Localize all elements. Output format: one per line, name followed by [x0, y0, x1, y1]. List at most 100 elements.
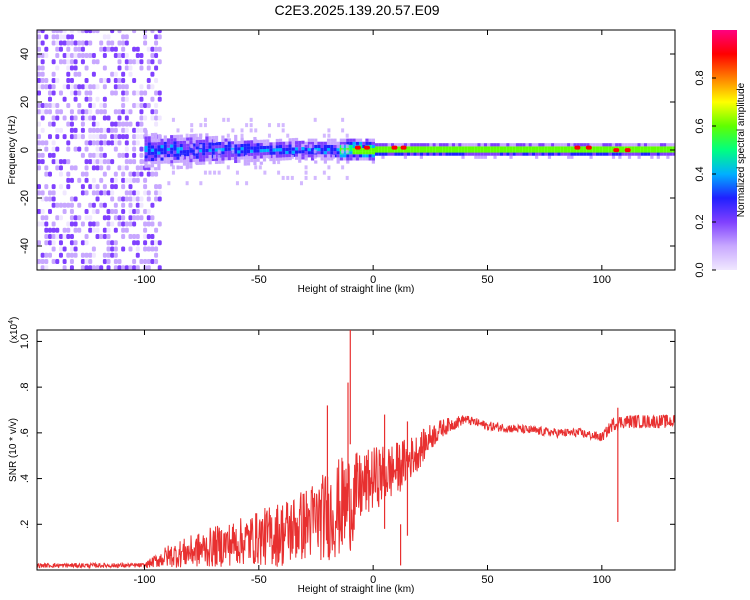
- spectrogram-cell: [362, 141, 366, 145]
- spectrogram-cell: [185, 181, 189, 186]
- spectrogram-cell: [301, 146, 305, 151]
- spectrogram-cell: [190, 154, 194, 159]
- spectrogram-cell: [205, 145, 209, 149]
- spectrogram-cell: [147, 154, 151, 159]
- spectrogram-cell: [202, 142, 206, 146]
- spectrogram-cell: [160, 141, 164, 146]
- spectrogram-cell: [246, 159, 251, 163]
- spectrogram-cell: [84, 109, 89, 115]
- spectrogram-cell: [69, 121, 74, 127]
- spectrogram-cell: [84, 177, 89, 183]
- spectrogram-cell: [154, 132, 158, 137]
- spectrogram-cell: [365, 141, 369, 145]
- spectrogram-cell: [326, 144, 331, 149]
- spectrogram-cell: [154, 252, 159, 258]
- spectrogram-cell: [416, 149, 420, 153]
- spectrogram-cell: [202, 139, 206, 143]
- spectrogram-cell: [535, 149, 539, 153]
- spectrogram-cell: [73, 53, 78, 59]
- spectrogram-cell: [102, 109, 107, 115]
- spectrogram-cell: [192, 146, 196, 150]
- spectrogram-cell: [397, 146, 401, 150]
- spectrogram-cell: [637, 146, 641, 150]
- spectrogram-cell: [246, 143, 251, 147]
- spectrogram-cell: [150, 246, 155, 252]
- spectrogram-cell: [611, 155, 616, 159]
- spectrogram-cell: [432, 152, 436, 156]
- spectrogram-cell: [139, 146, 144, 152]
- spectrogram-cell: [150, 221, 155, 227]
- spectrogram-cell: [451, 149, 456, 153]
- spectrogram-cell: [650, 152, 654, 156]
- spectrogram-cell: [37, 90, 41, 96]
- spectrogram-cell: [179, 165, 183, 169]
- spectrogram-cell: [365, 138, 369, 142]
- spectrogram-cell: [150, 46, 155, 52]
- spectrogram-cell: [250, 146, 254, 150]
- spectrogram-cell: [91, 252, 96, 258]
- spectrogram-cell: [221, 138, 225, 142]
- spectrogram-cell: [301, 150, 305, 154]
- spectrogram-cell: [490, 152, 494, 156]
- spectrogram-cell: [51, 146, 56, 152]
- spectrogram-cell: [44, 265, 49, 270]
- spectrogram-cell: [47, 102, 52, 108]
- spectrogram-cell: [290, 154, 294, 159]
- spectrogram-cell: [519, 146, 523, 150]
- spectrogram-cell: [253, 136, 257, 141]
- spectrogram-cell: [643, 152, 648, 156]
- spectrogram-cell: [154, 167, 158, 171]
- spectrogram-cell: [99, 165, 104, 171]
- spectrogram-cell: [253, 161, 257, 166]
- spectrogram-cell: [106, 227, 111, 233]
- spectrogram-cell: [88, 202, 93, 208]
- spectrogram-cell: [192, 140, 196, 144]
- spectrogram-cell: [208, 151, 212, 155]
- spectrogram-cell: [110, 40, 115, 46]
- spectrogram-cell: [234, 159, 238, 164]
- spectrogram-cell: [139, 165, 144, 171]
- spectrogram-cell: [611, 152, 616, 156]
- spectrogram-cell: [173, 138, 177, 142]
- spectrogram-cell: [490, 143, 494, 147]
- spectrogram-cell: [147, 151, 151, 156]
- spectrogram-cell: [333, 144, 337, 149]
- spectrogram-cell: [160, 144, 164, 149]
- spectrogram-cell: [349, 154, 353, 158]
- spectrogram-cell: [80, 134, 85, 140]
- spectrogram-cell: [461, 152, 465, 156]
- spectrogram-cell: [124, 53, 129, 59]
- spectrogram-cell: [240, 128, 244, 133]
- spectrogram-cell: [221, 157, 225, 161]
- spectrogram-cell: [99, 40, 104, 46]
- spectrogram-cell: [121, 221, 126, 227]
- spectrogram-cell: [80, 265, 85, 270]
- spectrogram-cell: [285, 150, 289, 155]
- spectrogram-cell: [362, 157, 366, 161]
- spectrogram-cell: [44, 109, 49, 115]
- spectrogram-cell: [99, 202, 104, 208]
- snr-y-ticks: .2.4.6.81.0: [19, 334, 675, 529]
- spectrogram-cell: [467, 149, 472, 153]
- spectrogram-cell: [362, 151, 366, 155]
- spectrogram-cell: [124, 90, 129, 96]
- spectrogram-cell: [285, 157, 289, 161]
- spectrogram-cell: [186, 162, 190, 166]
- spectrogram-cell: [189, 162, 193, 166]
- spectrogram-cell: [608, 146, 612, 150]
- spectrogram-cell: [262, 148, 267, 153]
- spectrogram-cell: [327, 165, 331, 170]
- spectrogram-cell: [618, 149, 622, 153]
- spectrogram-cell: [102, 115, 107, 121]
- spectrogram-cell: [205, 155, 209, 159]
- spectrogram-cell: [224, 138, 228, 142]
- spectrogram-cell: [69, 34, 74, 40]
- spectrogram-cell: [189, 140, 193, 144]
- spectrogram-cell: [37, 30, 41, 34]
- spectrogram-cell: [73, 215, 78, 221]
- spectrogram-cell: [301, 153, 305, 157]
- spectrogram-cell: [146, 221, 151, 227]
- spectrogram-cell: [58, 184, 63, 190]
- spectrogram-cell: [221, 160, 225, 164]
- spectrogram-cell: [128, 234, 133, 239]
